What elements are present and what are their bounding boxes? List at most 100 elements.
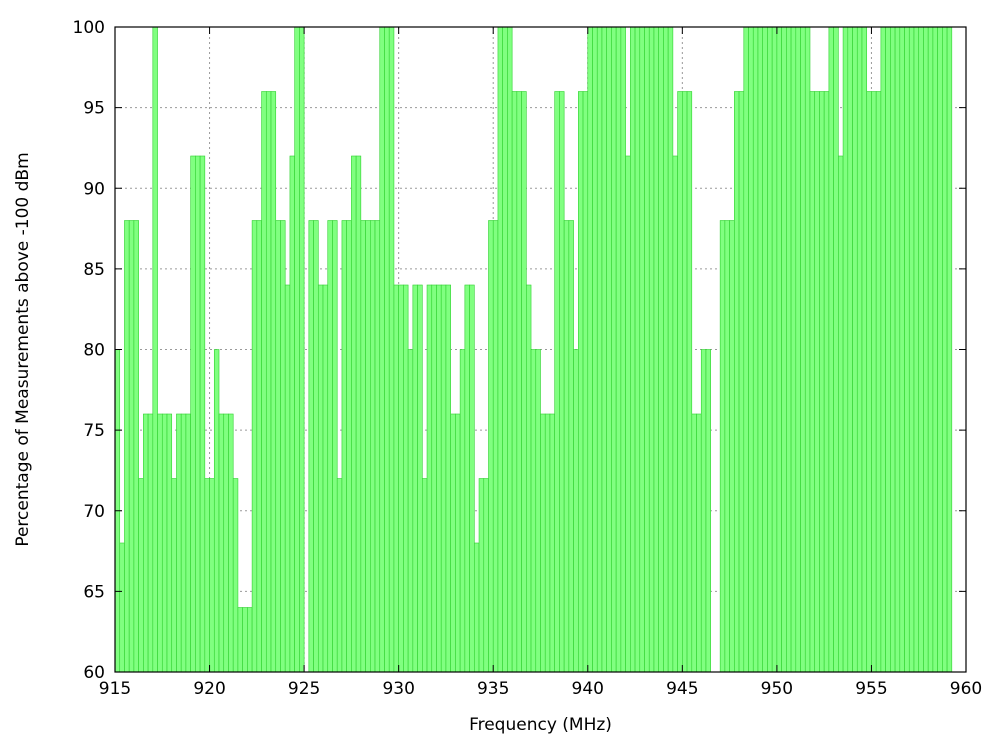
bar <box>795 26 801 673</box>
x-tick-label: 930 <box>382 679 414 699</box>
bar <box>133 220 139 673</box>
bar <box>237 607 243 673</box>
y-tick-label: 60 <box>83 663 105 683</box>
bar <box>450 413 456 673</box>
bar <box>176 413 182 673</box>
bar <box>346 220 352 673</box>
bar <box>351 155 357 673</box>
bar <box>384 26 390 673</box>
bar <box>738 91 745 673</box>
bar <box>242 607 248 673</box>
bar <box>488 220 494 673</box>
bar <box>171 478 177 673</box>
bar <box>823 91 830 673</box>
bar <box>767 26 773 673</box>
bar <box>729 220 735 673</box>
bar <box>559 91 565 673</box>
y-axis-label: Percentage of Measurements above -100 dB… <box>13 152 33 546</box>
bar <box>223 413 229 673</box>
bar <box>918 26 924 673</box>
bar <box>620 26 626 673</box>
bar <box>634 26 641 673</box>
bar <box>526 284 532 673</box>
bar <box>317 284 324 673</box>
x-tick-label: 960 <box>950 679 982 699</box>
bar <box>578 91 584 673</box>
x-tick-label: 955 <box>855 679 887 699</box>
bar <box>899 26 905 673</box>
bar <box>289 155 295 673</box>
bar <box>204 478 210 673</box>
bar <box>128 220 135 673</box>
bar <box>535 349 541 673</box>
bar <box>615 26 622 673</box>
bar <box>719 220 726 673</box>
x-tick-label: 940 <box>572 679 604 699</box>
bar <box>828 26 834 673</box>
bar <box>861 26 868 673</box>
bar <box>403 284 409 673</box>
bar <box>492 220 499 673</box>
y-tick-label: 95 <box>83 99 105 119</box>
y-tick-label: 85 <box>83 260 105 280</box>
bar <box>842 26 849 673</box>
bar <box>549 413 555 673</box>
bar <box>667 26 674 673</box>
bar <box>455 413 461 673</box>
bar <box>847 26 853 673</box>
bar <box>327 220 333 673</box>
y-tick-label: 70 <box>83 502 105 522</box>
bar <box>270 91 277 673</box>
bar <box>923 26 929 673</box>
bar <box>445 284 451 673</box>
bar <box>322 284 329 673</box>
bar <box>521 91 527 673</box>
bar <box>885 26 891 673</box>
bar <box>436 284 442 673</box>
bar <box>313 220 319 673</box>
x-axis-label: Frequency (MHz) <box>469 715 612 735</box>
bar <box>213 349 220 673</box>
bar <box>644 26 650 673</box>
bar <box>587 26 593 673</box>
bar <box>814 91 820 673</box>
bar <box>459 349 466 673</box>
bar <box>682 91 688 673</box>
bar <box>228 413 234 673</box>
bar <box>786 26 792 673</box>
bar <box>369 220 376 673</box>
bar <box>185 413 191 673</box>
x-tick-label: 935 <box>477 679 509 699</box>
bar <box>663 26 669 673</box>
bar <box>332 220 338 673</box>
bar <box>398 284 404 673</box>
bar <box>625 155 631 673</box>
bar <box>937 26 943 673</box>
bar <box>478 478 485 673</box>
bar <box>696 413 702 673</box>
bar <box>511 91 518 673</box>
bar <box>388 26 395 673</box>
y-tick-label: 65 <box>83 582 105 602</box>
bar <box>804 26 811 673</box>
bar <box>247 607 253 673</box>
x-tick-label: 925 <box>288 679 320 699</box>
bar <box>422 478 428 673</box>
bar <box>942 26 948 673</box>
bar <box>147 413 154 673</box>
bar <box>653 26 659 673</box>
bar <box>554 91 560 673</box>
bar <box>658 26 664 673</box>
bar <box>771 26 778 673</box>
y-tick-label: 80 <box>83 341 105 361</box>
bar <box>483 478 489 673</box>
bar <box>280 220 286 673</box>
y-tick-label: 90 <box>83 179 105 199</box>
bar <box>648 26 655 673</box>
bar <box>762 26 768 673</box>
tick-labels: 915 920 925 930 935 940 945 950 955 960 60 65 70 75 80… <box>73 18 983 699</box>
bar <box>152 26 158 673</box>
bar <box>752 26 759 673</box>
bar <box>138 478 144 673</box>
bar <box>927 26 934 673</box>
